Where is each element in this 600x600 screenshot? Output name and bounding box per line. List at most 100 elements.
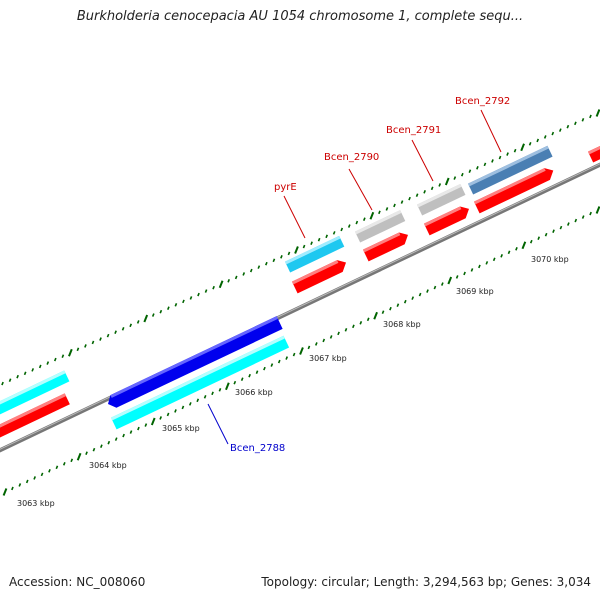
minor-tick	[408, 196, 411, 201]
callout-bcen2788	[207, 403, 229, 445]
gene-pyre[interactable]	[284, 235, 345, 273]
minor-tick	[189, 296, 193, 300]
label-bcen2791: Bcen_2791	[386, 125, 441, 136]
minor-tick	[491, 159, 494, 163]
major-tick	[369, 211, 375, 220]
major-tick	[595, 109, 600, 117]
minor-tick	[196, 398, 200, 403]
major-tick	[150, 417, 156, 426]
minor-tick	[218, 387, 222, 392]
minor-tick	[151, 313, 155, 317]
scale-label-3066: 3066 kbp	[235, 388, 273, 397]
minor-tick	[182, 299, 185, 304]
callout-pyre	[283, 195, 306, 239]
major-tick	[76, 452, 82, 461]
minor-tick	[415, 193, 419, 197]
callout-bcen2791	[411, 139, 434, 182]
minor-tick	[337, 331, 340, 336]
minor-tick	[430, 186, 434, 191]
major-tick	[447, 276, 453, 285]
minor-tick	[500, 254, 503, 258]
minor-tick	[166, 412, 170, 417]
minor-tick	[440, 282, 444, 286]
minor-tick	[136, 320, 140, 324]
cds-red-2792[interactable]	[473, 165, 556, 214]
minor-tick	[393, 203, 396, 208]
minor-tick	[543, 135, 547, 139]
minor-tick	[411, 296, 415, 300]
minor-tick	[129, 430, 133, 434]
minor-tick	[121, 326, 125, 331]
major-tick	[444, 177, 450, 186]
minor-tick	[233, 380, 237, 385]
lower-tick-track	[2, 206, 600, 496]
minor-tick	[460, 172, 464, 177]
minor-tick	[287, 251, 291, 256]
minor-tick	[507, 250, 511, 255]
gene-bcen2792[interactable]	[467, 145, 553, 195]
minor-tick	[378, 210, 381, 215]
minor-tick	[292, 352, 296, 357]
minor-tick	[567, 222, 570, 226]
gene-cyan-left[interactable]	[0, 370, 70, 423]
genome-summary-text: Topology: circular; Length: 3,294,563 bp…	[261, 575, 591, 589]
minor-tick	[468, 169, 472, 174]
minor-tick	[536, 138, 540, 143]
minor-tick	[340, 227, 344, 232]
minor-tick	[159, 416, 163, 420]
minor-tick	[389, 306, 392, 311]
cds-red-right-edge[interactable]	[587, 143, 600, 163]
cds-red-left[interactable]	[0, 393, 70, 446]
minor-tick	[100, 444, 103, 448]
minor-tick	[23, 371, 27, 376]
minor-tick	[492, 257, 496, 262]
cds-red-2791[interactable]	[423, 203, 472, 236]
chromosome-backbone	[0, 162, 600, 453]
label-bcen2792: Bcen_2792	[455, 96, 510, 107]
scale-label-3070: 3070 kbp	[531, 255, 569, 264]
minor-tick	[188, 402, 192, 406]
minor-tick	[566, 124, 570, 129]
minor-tick	[359, 321, 363, 325]
minor-tick	[107, 440, 111, 445]
minor-tick	[317, 237, 321, 242]
minor-tick	[544, 232, 548, 237]
gene-bcen2791[interactable]	[416, 184, 466, 216]
minor-tick	[265, 261, 268, 266]
map-title: Burkholderia cenocepacia AU 1054 chromos…	[76, 9, 524, 24]
minor-tick	[476, 166, 479, 170]
minor-tick	[470, 268, 474, 272]
minor-tick	[70, 458, 74, 463]
minor-tick	[513, 148, 517, 153]
minor-tick	[144, 423, 148, 427]
minor-tick	[8, 378, 12, 382]
scale-label-3069: 3069 kbp	[456, 287, 494, 296]
gene-bcen2790[interactable]	[354, 210, 406, 243]
cds-red-pyre[interactable]	[291, 257, 349, 294]
minor-tick	[438, 183, 442, 187]
minor-tick	[478, 264, 481, 269]
gene-blue-large[interactable]	[105, 316, 283, 410]
minor-tick	[46, 361, 50, 365]
minor-tick	[589, 211, 592, 216]
minor-tick	[85, 451, 88, 456]
minor-tick	[137, 426, 140, 431]
minor-tick	[400, 200, 404, 204]
gene-bcen2788[interactable]	[110, 335, 290, 430]
minor-tick	[302, 244, 306, 249]
minor-tick	[204, 289, 208, 293]
minor-tick	[248, 373, 251, 378]
minor-tick	[61, 354, 65, 358]
minor-tick	[62, 462, 66, 466]
minor-tick	[1, 381, 4, 386]
minor-tick	[310, 241, 313, 245]
minor-tick	[255, 370, 259, 374]
minor-tick	[385, 207, 389, 211]
minor-tick	[574, 121, 577, 126]
cds-red-2790[interactable]	[362, 229, 411, 262]
minor-tick	[418, 292, 422, 297]
minor-tick	[53, 357, 57, 362]
callout-bcen2790	[348, 168, 373, 211]
minor-tick	[106, 333, 110, 338]
